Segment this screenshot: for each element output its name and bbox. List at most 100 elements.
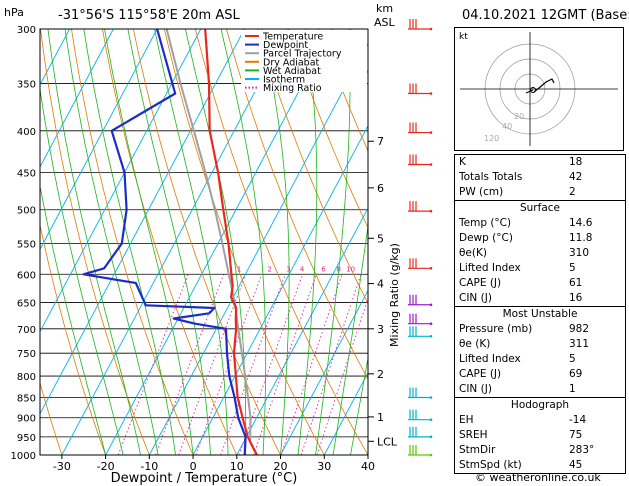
pressure-tick-label: 750 <box>17 349 36 360</box>
indices-table: K 18 Totals Totals 42 PW (cm) 2 Surface Tem… <box>454 154 626 474</box>
stmspd-label: StmSpd (kt) <box>459 459 522 471</box>
legend-entry: Wet Adiabat <box>263 66 321 77</box>
x-tick-label: 30 <box>317 460 331 473</box>
legend-entry: Mixing Ratio <box>263 83 322 94</box>
surface-thetae-value: 310 <box>569 247 590 259</box>
mixing-ratio-line <box>178 274 247 455</box>
isotherm-line <box>323 371 368 455</box>
surface-cin-row: CIN (J) 16 <box>455 291 625 306</box>
pressure-tick-label: 600 <box>17 270 36 281</box>
height-tick-label: 5 <box>377 232 384 245</box>
isotherm-line <box>280 289 368 455</box>
wind-barb-tip <box>429 163 433 166</box>
sreh-row: SREH 75 <box>455 428 625 443</box>
wet-adiabat-line <box>104 29 194 455</box>
legend-entry: Dry Adiabat <box>263 57 320 68</box>
height-tick-label: 7 <box>377 135 384 148</box>
mixing-ratio-line <box>238 274 304 455</box>
mu-pressure-value: 982 <box>569 323 590 335</box>
mixing-ratio-label: 15 <box>369 265 378 273</box>
index-row-k: K 18 <box>455 155 625 170</box>
wet-adiabat-line <box>332 222 368 455</box>
surface-section: Surface Temp (°C) 14.6 Dewp (°C) 11.8 θe(K… <box>455 200 625 306</box>
x-axis-title: Dewpoint / Temperature (°C) <box>111 471 298 486</box>
surface-dewp-label: Dewp (°C) <box>459 232 513 244</box>
wet-adiabat-line <box>83 29 176 455</box>
mu-cin-label: CIN (J) <box>459 383 492 395</box>
mu-cape-row: CAPE (J) 69 <box>455 367 625 382</box>
most-unstable-title: Most Unstable <box>502 308 578 320</box>
height-unit-asl: ASL <box>374 16 395 29</box>
mu-thetae-row: θe (K) 311 <box>455 337 625 352</box>
surface-title: Surface <box>519 202 560 214</box>
surface-li-value: 5 <box>569 262 576 274</box>
mu-li-value: 5 <box>569 353 576 365</box>
most-unstable-section: Most Unstable Pressure (mb) 982 θe (K) 311… <box>455 306 625 397</box>
wet-adiabat-line <box>64 29 159 455</box>
dry-adiabat-line <box>164 29 325 455</box>
stmspd-value: 45 <box>569 459 583 471</box>
surface-thetae-row: θe(K) 310 <box>455 246 625 261</box>
isotherm-line <box>236 207 368 455</box>
mixing-ratio-label: 4 <box>300 265 305 273</box>
wet-adiabat-line <box>127 29 211 455</box>
isotherm-line <box>40 29 245 415</box>
surface-li-row: Lifted Index 5 <box>455 261 625 276</box>
wet-adiabat-line <box>47 29 141 455</box>
wind-barb-tip <box>429 418 433 421</box>
mixing-ratio-label: 3 <box>286 265 290 273</box>
wind-barb-tip <box>429 92 433 95</box>
isotherm-line <box>61 29 289 455</box>
height-tick-label: 6 <box>377 182 384 195</box>
dry-adiabat-line <box>133 29 281 455</box>
datetime-title: 04.10.2021 12GMT (Base: 12) <box>462 8 629 23</box>
pressure-tick-label: 550 <box>17 239 36 250</box>
mixing-ratio-line <box>300 274 362 455</box>
pressure-tick-label: 400 <box>17 127 36 138</box>
mu-li-row: Lifted Index 5 <box>455 352 625 367</box>
temperature-line <box>204 29 258 455</box>
pressure-tick-label: 950 <box>17 433 36 444</box>
dry-adiabat-line <box>195 29 368 455</box>
pressure-tick-label: 650 <box>17 299 36 310</box>
height-tick-label: 1 <box>377 411 384 424</box>
height-tick-label: 4 <box>377 278 384 291</box>
wet-adiabat-line <box>350 356 368 455</box>
storm-motion-marker <box>530 87 536 93</box>
dry-adiabat-line <box>226 29 368 380</box>
k-label: K <box>459 156 466 168</box>
wet-adiabat-line <box>40 184 106 455</box>
sreh-value: 75 <box>569 429 583 441</box>
wet-adiabat-line <box>154 29 229 455</box>
index-row-pw: PW (cm) 2 <box>455 185 625 200</box>
wind-barb-tip <box>429 322 433 326</box>
mixing-ratio-label: 6 <box>321 265 326 273</box>
mixing-ratio-label: 10 <box>346 265 355 273</box>
storm-motion-arrow <box>525 89 534 94</box>
legend-entry: Parcel Trajectory <box>263 49 342 60</box>
mu-pressure-label: Pressure (mb) <box>459 323 533 335</box>
x-tick-label: -20 <box>97 460 115 473</box>
hodograph-ring-label: 20 <box>514 112 524 121</box>
dry-adiabat-line <box>102 29 238 455</box>
surface-cape-label: CAPE (J) <box>459 277 502 289</box>
height-tick-label: 2 <box>377 368 384 381</box>
pressure-tick-label: 900 <box>17 414 36 425</box>
stmdir-row: StmDir 283° <box>455 443 625 458</box>
wind-barb-tip <box>429 209 433 213</box>
copyright-footer[interactable]: © weatheronline.co.uk <box>475 471 601 484</box>
surface-cape-row: CAPE (J) 61 <box>455 276 625 291</box>
legend-background <box>241 30 367 92</box>
pw-label: PW (cm) <box>459 186 504 198</box>
mu-thetae-value: 311 <box>569 338 590 350</box>
dewpoint-line <box>82 29 247 455</box>
eh-label: EH <box>459 414 474 426</box>
dry-adiabat-line <box>40 223 106 455</box>
pressure-tick-label: 300 <box>17 25 36 36</box>
stmdir-label: StmDir <box>459 444 496 456</box>
k-value: 18 <box>569 156 583 168</box>
wind-barb-tip <box>429 335 433 338</box>
stmspd-row: StmSpd (kt) 45 <box>455 458 625 473</box>
mu-cin-value: 1 <box>569 383 576 395</box>
